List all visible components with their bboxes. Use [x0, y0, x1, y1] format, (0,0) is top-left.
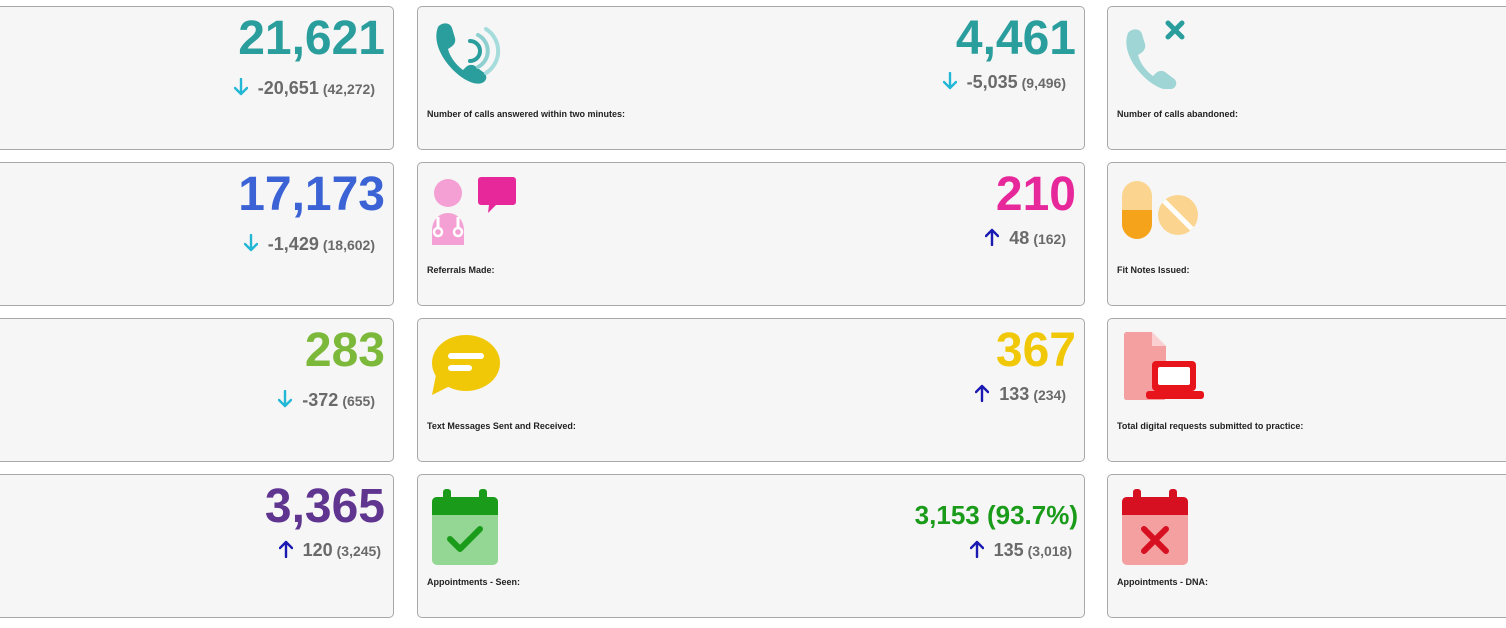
stat-value: 210	[995, 168, 1076, 221]
card-label: Text Messages Sent and Received:	[427, 421, 576, 431]
card-label: Appointments - Seen:	[427, 577, 521, 587]
phone-ringing-icon	[430, 19, 502, 85]
card-label: Appointments - DNA:	[1117, 577, 1208, 587]
change-value: -20,651	[257, 78, 319, 98]
stat-change: 135 (3,018)	[969, 539, 1072, 562]
previous-value: (655)	[342, 393, 375, 409]
card-label: Referrals Made:	[427, 265, 495, 275]
arrow-up-icon	[985, 228, 1000, 246]
arrow-down-icon	[942, 72, 957, 90]
stat-change: -372 (655)	[278, 389, 375, 412]
previous-value: (3,018)	[1027, 543, 1072, 559]
previous-value: (9,496)	[1021, 75, 1066, 91]
previous-value: (162)	[1033, 231, 1066, 247]
message-bubble-icon	[430, 333, 502, 399]
stat-value: 367	[995, 324, 1076, 377]
stat-card-text-messages: 367 133 (234) Text Messages Sent and Rece…	[417, 318, 1085, 462]
calendar-check-icon	[430, 487, 500, 567]
digital-request-icon	[1122, 331, 1208, 403]
change-value: -5,035	[966, 72, 1018, 92]
arrow-up-icon	[969, 540, 984, 558]
stat-card-fit-notes: Fit Notes Issued:	[1107, 162, 1506, 306]
change-value: 48	[1009, 228, 1030, 248]
stat-card-total: 3,365 120 (3,245)	[0, 474, 394, 618]
stat-value: 17,173	[238, 168, 385, 221]
previous-value: (3,245)	[336, 543, 381, 559]
stat-card-calls-abandoned: Number of calls abandoned:	[1107, 6, 1506, 150]
stat-value: 21,621	[238, 12, 385, 65]
arrow-down-icon	[233, 78, 248, 96]
stat-change: -1,429 (18,602)	[243, 233, 375, 256]
stat-card-total: 17,173 -1,429 (18,602)	[0, 162, 394, 306]
stat-card-referrals: 210 48 (162) Referrals Made:	[417, 162, 1085, 306]
arrow-up-icon	[278, 540, 293, 558]
change-value: 133	[999, 384, 1030, 404]
card-label: Number of calls abandoned:	[1117, 109, 1239, 119]
stat-card-calls-answered: 4,461 -5,035 (9,496) Number of calls answ…	[417, 6, 1085, 150]
stat-card-appointments-seen: 3,153 (93.7%) 135 (3,018) Appointments - …	[417, 474, 1085, 618]
change-value: 135	[993, 540, 1024, 560]
stat-value: 3,365	[264, 480, 385, 533]
stat-card-digital-requests: Total digital requests submitted to prac…	[1107, 318, 1506, 462]
calendar-cross-icon	[1120, 487, 1190, 567]
change-value: -372	[302, 390, 339, 410]
previous-value: (42,272)	[322, 81, 375, 97]
stat-value: 4,461	[955, 12, 1076, 65]
change-value: 120	[302, 540, 333, 560]
phone-missed-icon	[1120, 19, 1192, 89]
doctor-chat-icon	[430, 175, 520, 245]
arrow-up-icon	[975, 384, 990, 402]
stat-value: 283	[304, 324, 385, 377]
stat-card-appointments-dna: Appointments - DNA:	[1107, 474, 1506, 618]
stat-change: -5,035 (9,496)	[942, 71, 1066, 94]
stat-change: 120 (3,245)	[278, 539, 381, 562]
change-value: -1,429	[267, 234, 319, 254]
stat-card-total: 21,621 -20,651 (42,272)	[0, 6, 394, 150]
stat-change: 133 (234)	[975, 383, 1066, 406]
pills-icon	[1120, 179, 1200, 241]
arrow-down-icon	[278, 390, 293, 408]
card-label: Number of calls answered within two minu…	[427, 109, 626, 119]
arrow-down-icon	[243, 234, 258, 252]
stat-value: 3,153 (93.7%)	[914, 500, 1078, 530]
card-label: Fit Notes Issued:	[1117, 265, 1190, 275]
stat-card-total: 283 -372 (655)	[0, 318, 394, 462]
previous-value: (18,602)	[322, 237, 375, 253]
stat-change: 48 (162)	[985, 227, 1066, 250]
stat-change: -20,651 (42,272)	[233, 77, 375, 100]
previous-value: (234)	[1033, 387, 1066, 403]
card-label: Total digital requests submitted to prac…	[1117, 421, 1304, 431]
